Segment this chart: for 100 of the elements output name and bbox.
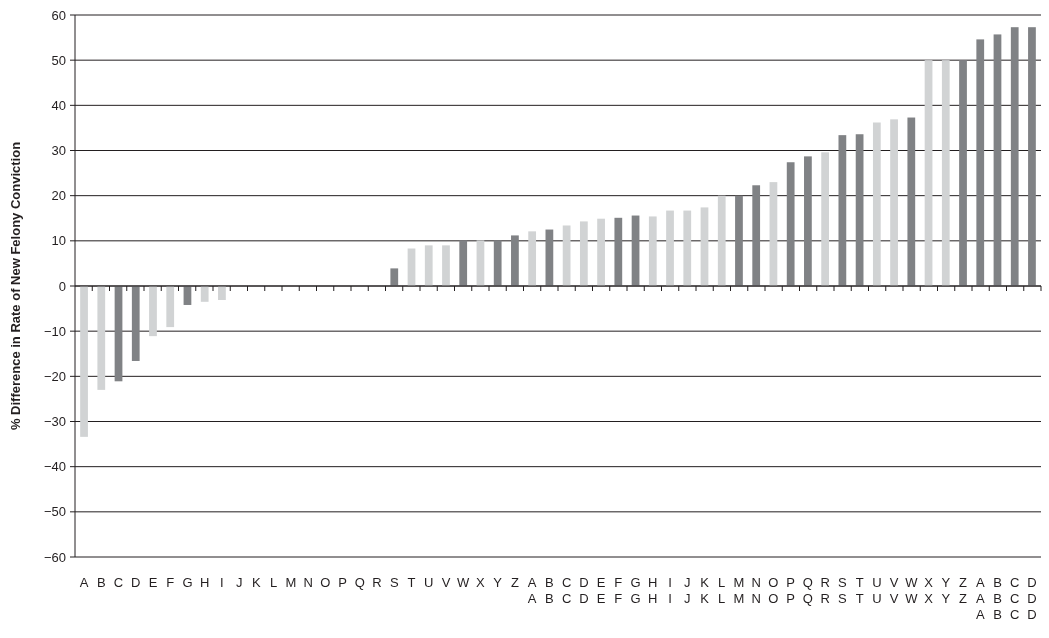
bar (80, 286, 88, 437)
x-tick-label: V (441, 575, 451, 590)
x-tick-label: H H (648, 575, 658, 606)
x-tick-label: P P (786, 575, 795, 606)
x-tick-label: S S (838, 575, 848, 606)
bar (511, 235, 519, 286)
x-tick-label: E E (596, 575, 606, 606)
y-tick-label: −40 (43, 459, 66, 475)
x-tick-label: R (372, 575, 382, 590)
x-tick-label: I (220, 575, 224, 590)
x-tick-label: Y (493, 575, 503, 590)
x-tick-label: L L (718, 575, 726, 606)
x-tick-label: E (148, 575, 158, 590)
bar (97, 286, 106, 390)
bar (200, 286, 209, 302)
y-tick-label: 50 (51, 52, 66, 68)
x-tick-label: Z Z (959, 575, 968, 606)
x-tick-label: P (338, 575, 347, 590)
x-tick-label: D D D (1027, 575, 1037, 622)
y-tick-label: 20 (51, 188, 66, 204)
x-tick-label: A A A (975, 575, 985, 622)
bar (149, 286, 157, 337)
y-tick-label: −20 (43, 368, 66, 384)
bar (424, 245, 433, 286)
x-tick-label: M (285, 575, 297, 590)
x-tick-label: M M (733, 575, 745, 606)
x-tick-label: Q Q (802, 575, 813, 606)
bar (804, 156, 812, 286)
y-tick-label: −30 (43, 414, 66, 430)
bar (838, 135, 847, 286)
x-tick-label: G G (630, 575, 641, 606)
bar (493, 240, 502, 286)
bar (390, 268, 399, 286)
y-tick-label: 60 (51, 7, 66, 23)
x-tick-label: N N (751, 575, 761, 606)
bar (1028, 27, 1036, 286)
bar (993, 34, 1002, 286)
bar (648, 216, 657, 286)
bar (166, 286, 175, 328)
bar (666, 210, 674, 286)
x-tick-label: C C C (1010, 575, 1020, 622)
bar (597, 218, 605, 286)
bar (976, 39, 985, 286)
x-tick-label: G (182, 575, 193, 590)
x-tick-label: S (389, 575, 399, 590)
x-tick-label: I I (668, 575, 672, 606)
bar (717, 195, 726, 286)
x-tick-label: H (200, 575, 210, 590)
bar (562, 225, 571, 286)
x-tick-label: K (252, 575, 262, 590)
x-tick-label: F (166, 575, 175, 590)
bar (683, 210, 692, 286)
x-tick-label: B (96, 575, 106, 590)
x-tick-label: C C (561, 575, 572, 606)
x-tick-label: T (407, 575, 416, 590)
x-tick-label: Q (354, 575, 365, 590)
x-tick-label: J J (684, 575, 691, 606)
bar (131, 286, 140, 361)
bar (924, 60, 933, 286)
x-tick-label: K K (700, 575, 710, 606)
x-tick-label: D D (579, 575, 589, 606)
bar (959, 60, 967, 286)
y-tick-label: 0 (58, 278, 66, 294)
y-tick-label: 10 (51, 233, 66, 249)
x-tick-label: B B (545, 575, 554, 606)
x-tick-label: W (457, 575, 471, 590)
x-tick-label: X X (924, 575, 934, 606)
x-tick-label: J (235, 575, 243, 590)
bar (872, 122, 881, 286)
x-tick-label: U U (872, 575, 882, 606)
bar (821, 152, 830, 286)
bar (855, 134, 864, 286)
bar (786, 162, 795, 286)
bar (579, 221, 588, 286)
bar (735, 195, 743, 286)
x-tick-label: L (270, 575, 278, 590)
y-tick-label: −60 (43, 549, 66, 565)
bar (907, 117, 916, 286)
bar (442, 245, 450, 286)
y-tick-label: −10 (43, 323, 66, 339)
x-tick-label: U (424, 575, 434, 590)
bar (218, 286, 226, 300)
x-tick-label: R R (820, 575, 830, 606)
x-tick-label: N (303, 575, 313, 590)
x-tick-label: O O (768, 575, 779, 606)
x-tick-label: B B B (993, 575, 1002, 622)
x-tick-label: V V (889, 575, 899, 606)
bar (890, 119, 898, 286)
bar (614, 217, 623, 286)
y-tick-label: 40 (51, 97, 66, 113)
x-tick-label: D (131, 575, 141, 590)
x-tick-label: T T (855, 575, 864, 606)
x-tick-label: O (320, 575, 331, 590)
x-tick-label: Z (510, 575, 519, 590)
x-tick-label: F F (614, 575, 623, 606)
bar (459, 240, 468, 286)
x-tick-label: A A (527, 575, 537, 606)
y-axis-title: % Difference in Rate of New Felony Conviction (8, 141, 23, 431)
bar (700, 207, 709, 286)
x-tick-label: X (476, 575, 486, 590)
